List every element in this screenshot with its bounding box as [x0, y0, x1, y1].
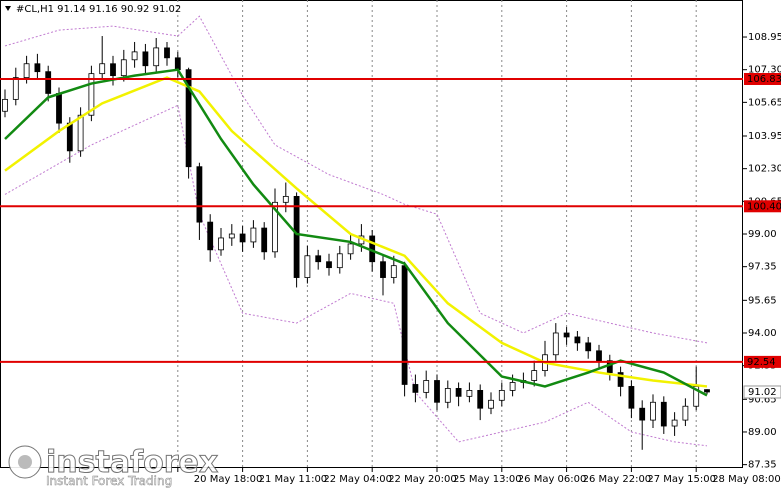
candle-body [239, 233, 246, 243]
y-tick-label: 103.95 [748, 131, 781, 142]
y-tick-label: 89.00 [748, 427, 777, 438]
chart-title: #CL,H1 91.14 91.16 90.92 91.02 [16, 4, 181, 15]
candle-body [671, 419, 678, 427]
candle-body [207, 221, 214, 251]
candle-body [380, 261, 386, 278]
candle-body [628, 386, 635, 409]
candle-body [228, 233, 235, 239]
current-price-label: 91.02 [748, 387, 777, 398]
candle-body [596, 350, 602, 362]
candle-body [455, 388, 462, 397]
logo: instaforex Instant Forex Trading [8, 445, 219, 488]
candle-body [477, 389, 484, 409]
level-label: 100.40 [747, 201, 781, 212]
x-tick-label: 20 May 18:00 [194, 474, 263, 485]
candle-body [660, 401, 667, 427]
x-tick-label: 27 May 15:00 [647, 474, 716, 485]
x-tick-label: 22 May 04:00 [323, 474, 392, 485]
candle-body [639, 407, 646, 421]
candle-body [498, 389, 505, 401]
candle-body [390, 265, 397, 278]
x-tick-label: 28 May 08:00 [712, 474, 781, 485]
candle-body [401, 265, 408, 385]
candle-body [2, 98, 8, 112]
y-tick-label: 107.30 [748, 65, 781, 76]
candle-body [282, 195, 289, 203]
candle-body [466, 389, 473, 397]
candle-body [563, 332, 570, 338]
level-label-box [744, 355, 781, 368]
candle-body [77, 114, 84, 152]
candle-body [574, 336, 581, 344]
slow-moving-average [4, 76, 708, 388]
candle-body [153, 47, 160, 67]
title-icon [5, 6, 11, 11]
y-tick-label: 99.00 [748, 229, 777, 240]
candle-body [56, 93, 62, 124]
candle-body [552, 332, 559, 356]
x-tick-label: 26 May 06:00 [518, 474, 587, 485]
candle-body [412, 384, 419, 393]
candle-body [99, 63, 106, 75]
candle-body [250, 227, 257, 243]
candle-body [110, 63, 116, 77]
candle-body [650, 401, 656, 421]
upper-band [4, 15, 708, 344]
candle-body [131, 51, 138, 61]
candle-body [164, 47, 170, 59]
current-price-box [743, 385, 781, 399]
candle-body [185, 69, 192, 168]
y-tick-label: 90.65 [748, 394, 777, 405]
y-tick-label: 87.35 [748, 460, 777, 471]
x-tick-label: 26 May 22:00 [583, 474, 652, 485]
y-tick-label: 108.95 [748, 32, 781, 43]
logo-icon-core [18, 455, 32, 469]
y-tick-label: 102.30 [748, 164, 781, 175]
candle-body [174, 57, 181, 71]
candle-body [531, 370, 538, 381]
level-label: 92.54 [747, 357, 776, 368]
y-tick-label: 105.65 [748, 97, 781, 108]
candle-body [23, 63, 30, 79]
candle-body [423, 380, 430, 393]
candle-body [261, 227, 268, 253]
candle-body [66, 122, 73, 152]
candle-body [347, 243, 354, 255]
y-tick-label: 95.65 [748, 295, 777, 306]
candle-body [488, 399, 494, 409]
candle-body [88, 73, 95, 116]
logo-tagline: Instant Forex Trading [46, 474, 172, 488]
candle-body [12, 77, 19, 100]
candle-body [293, 195, 300, 278]
logo-brand: instaforex [46, 445, 218, 480]
candle-body [45, 71, 52, 94]
candle-body [585, 342, 592, 352]
candle-body [326, 261, 332, 269]
candle-body [196, 166, 203, 223]
candle-body [336, 253, 343, 269]
candle-body [444, 388, 451, 403]
level-label-box [744, 72, 781, 85]
candle-body [704, 389, 710, 393]
candle-body [142, 51, 149, 67]
x-tick-label: 22 May 20:00 [388, 474, 457, 485]
candle-body [434, 380, 440, 403]
level-label: 106.83 [747, 74, 781, 85]
x-tick-label: 25 May 13:00 [453, 474, 522, 485]
candle-body [304, 255, 311, 278]
candle-body [682, 405, 689, 421]
candle-body [315, 255, 322, 263]
candle-body [218, 237, 224, 251]
x-tick-label: 21 May 11:00 [259, 474, 328, 485]
level-label-box [744, 200, 781, 213]
candle-body [272, 201, 278, 253]
candle-body [120, 59, 127, 77]
candle-body [34, 63, 41, 73]
candle-body [509, 382, 516, 391]
candle-body [617, 372, 624, 387]
y-tick-label: 94.00 [748, 328, 777, 339]
y-tick-label: 97.35 [748, 262, 777, 273]
